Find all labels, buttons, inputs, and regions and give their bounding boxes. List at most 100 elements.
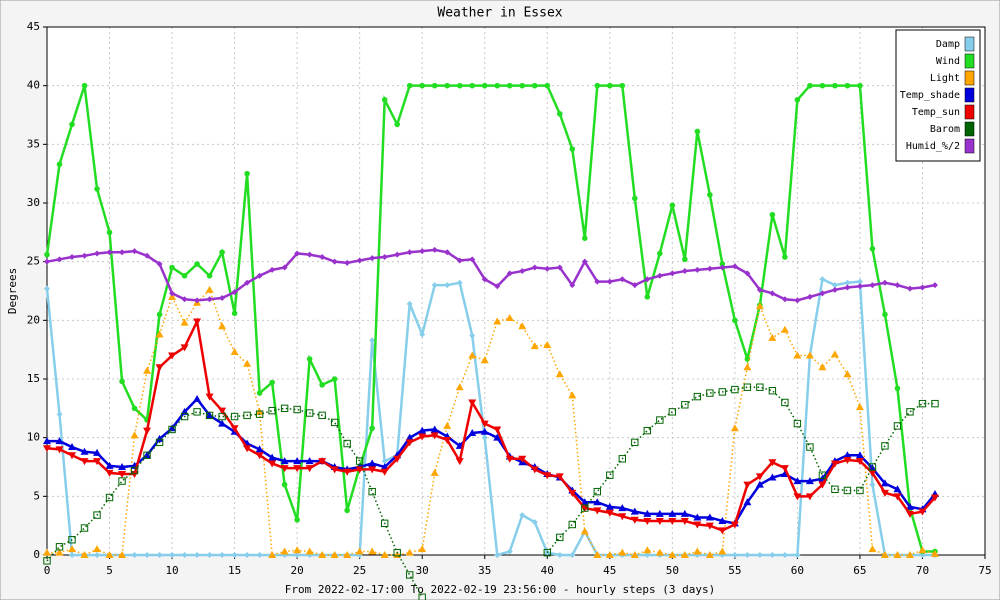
point — [368, 487, 376, 496]
point — [43, 557, 51, 565]
point — [894, 282, 901, 289]
point — [480, 356, 489, 364]
point — [180, 344, 189, 352]
point — [168, 425, 176, 434]
point — [205, 393, 214, 401]
point — [756, 552, 763, 558]
point — [269, 266, 276, 273]
point — [105, 469, 114, 477]
point — [531, 82, 538, 89]
point — [419, 82, 426, 89]
point — [830, 350, 839, 358]
point — [843, 370, 852, 378]
point — [632, 195, 638, 202]
point — [218, 419, 227, 427]
point — [419, 248, 426, 255]
point — [293, 457, 302, 465]
point — [156, 311, 163, 318]
point — [893, 485, 902, 493]
point — [494, 552, 501, 558]
point — [294, 517, 300, 523]
point — [705, 551, 714, 558]
point — [682, 256, 688, 263]
point — [918, 546, 927, 554]
point — [930, 549, 939, 557]
point — [206, 552, 213, 558]
point — [206, 272, 213, 279]
point — [181, 296, 188, 303]
point — [105, 551, 114, 558]
point — [905, 502, 914, 510]
point — [255, 452, 264, 460]
point — [393, 548, 401, 557]
point — [506, 270, 513, 277]
point — [480, 420, 489, 428]
point — [130, 466, 139, 475]
x-tick-label: 5 — [106, 564, 113, 577]
x-tick-label: 35 — [478, 564, 491, 577]
point — [631, 282, 638, 289]
point — [431, 282, 438, 289]
point — [305, 547, 314, 555]
point — [230, 412, 239, 421]
legend-label: Temp_sun — [912, 107, 960, 118]
point — [768, 459, 777, 467]
point — [194, 552, 201, 558]
point — [818, 481, 827, 489]
point — [744, 270, 751, 277]
point — [406, 249, 413, 256]
x-tick-label: 30 — [416, 564, 429, 577]
point — [543, 472, 552, 480]
x-tick-label: 15 — [228, 564, 241, 577]
point — [568, 520, 576, 529]
point — [268, 453, 277, 461]
point — [194, 297, 201, 304]
x-tick-label: 75 — [978, 564, 991, 577]
point — [730, 521, 739, 529]
point — [831, 286, 838, 293]
point — [68, 536, 76, 544]
point — [355, 457, 364, 465]
point — [405, 433, 414, 441]
point — [918, 399, 927, 408]
point — [193, 394, 202, 402]
point — [180, 412, 189, 421]
y-tick-label: 45 — [27, 20, 40, 33]
point — [394, 251, 401, 258]
point — [730, 424, 739, 432]
point — [94, 552, 101, 558]
point — [869, 245, 876, 252]
point — [805, 493, 814, 501]
point — [56, 161, 63, 168]
point — [493, 317, 502, 325]
point — [318, 411, 326, 420]
point — [218, 407, 227, 415]
y-tick-label: 30 — [27, 196, 40, 209]
point — [755, 302, 764, 310]
x-tick-label: 45 — [603, 564, 616, 577]
point — [880, 551, 889, 558]
point — [518, 322, 527, 330]
point — [743, 498, 752, 506]
point — [155, 434, 164, 442]
point — [331, 376, 338, 382]
point — [519, 268, 526, 275]
point — [281, 264, 288, 271]
point — [768, 333, 777, 341]
point — [56, 256, 63, 263]
point — [294, 552, 301, 558]
point — [569, 282, 576, 289]
point — [93, 448, 102, 456]
point — [856, 278, 863, 285]
point — [131, 405, 138, 412]
point — [718, 516, 727, 524]
point — [543, 548, 551, 557]
y-axis-label: Degrees — [6, 268, 19, 314]
point — [130, 471, 139, 479]
point — [606, 471, 614, 479]
point — [781, 552, 788, 558]
point — [694, 266, 701, 273]
y-tick-label: 20 — [27, 313, 40, 326]
point — [118, 463, 127, 470]
